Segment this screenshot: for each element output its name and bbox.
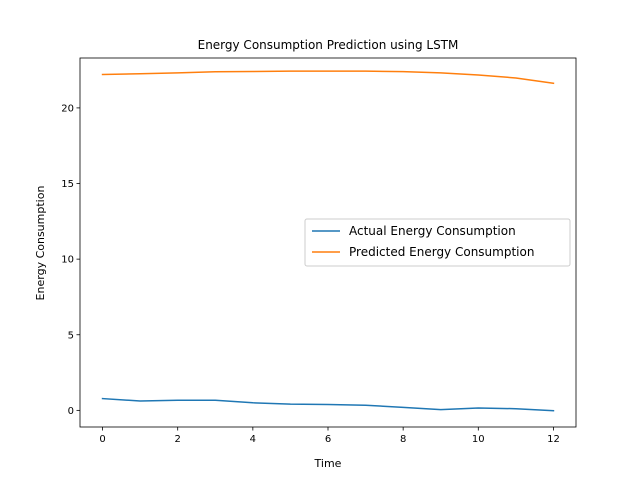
y-tick-label: 15 [61,179,74,190]
x-tick-label: 0 [99,434,105,445]
y-tick-label: 5 [68,330,74,341]
x-tick-label: 8 [400,434,406,445]
x-tick-label: 2 [175,434,181,445]
legend: Actual Energy Consumption Predicted Energ… [304,218,571,267]
y-axis-label: Energy Consumption [34,186,47,301]
x-tick-label: 4 [250,434,256,445]
legend-label-0: Actual Energy Consumption [349,224,516,238]
legend-box [304,218,571,267]
y-tick-label: 20 [61,103,74,114]
series-line-0 [101,397,555,412]
y-tick-label: 0 [68,406,74,417]
legend-label-1: Predicted Energy Consumption [349,245,534,259]
series-line-1 [101,70,555,85]
plot-area: 0 2 4 6 8 10 12 0 5 10 15 20 [61,57,577,445]
x-tick-label: 10 [472,434,485,445]
x-tick-label: 12 [547,434,560,445]
x-tick-label: 6 [325,434,331,445]
chart-title: Energy Consumption Prediction using LSTM [198,38,459,52]
x-axis-label: Time [314,457,342,470]
y-tick-label: 10 [61,255,74,266]
